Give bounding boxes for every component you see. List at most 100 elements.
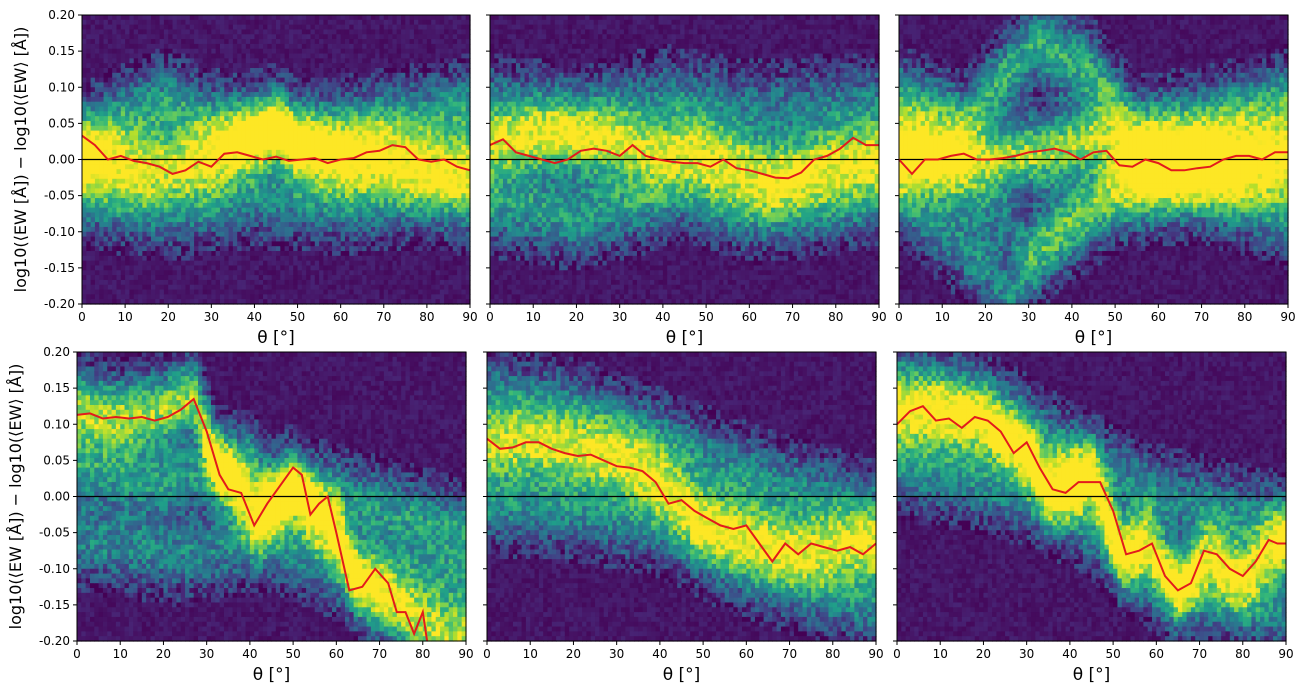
y-tick-label: -0.10: [44, 225, 75, 239]
x-tick-label: 70: [372, 647, 387, 661]
x-axis-label: θ [°]: [253, 665, 291, 684]
x-axis-label: θ [°]: [257, 328, 295, 348]
x-tick-label: 60: [333, 310, 348, 324]
x-tick-label: 80: [419, 310, 434, 324]
x-tick-label: 0: [893, 647, 901, 661]
y-tick-label: 0.15: [48, 44, 75, 58]
heatmap-cells: [82, 15, 471, 305]
y-tick-label: 0.15: [43, 381, 70, 395]
x-tick-label: 20: [161, 310, 176, 324]
y-tick-label: -0.20: [44, 297, 75, 311]
x-tick-label: 30: [204, 310, 219, 324]
median-line: [76, 397, 429, 642]
panel-bottom-right: 0 10 20 30 40 50 60 70 80 90 θ [°]: [893, 351, 1294, 684]
x-axis-label: θ [°]: [1073, 665, 1111, 684]
x-tick-label: 30: [609, 647, 624, 661]
x-tick-label: 90: [462, 310, 477, 324]
y-tick-label: 0.00: [43, 490, 70, 504]
x-tick-label: 80: [1237, 310, 1252, 324]
x-tick-label: 60: [329, 647, 344, 661]
x-tick-label: 40: [247, 310, 262, 324]
y-axis-label: log10(⟨EW [Å]) − log10(⟨EW⟩ [Å]): [11, 27, 30, 293]
x-tick-label: 80: [825, 647, 840, 661]
x-tick-label: 50: [290, 310, 305, 324]
heatmap-cells: [899, 15, 1289, 305]
x-tick-label: 80: [1235, 647, 1250, 661]
x-tick-label: 30: [612, 310, 627, 324]
x-tick-label: 0: [483, 647, 491, 661]
x-tick-label: 70: [785, 310, 800, 324]
x-tick-label: 0: [78, 310, 86, 324]
x-tick-label: 50: [1107, 310, 1122, 324]
y-tick-label: -0.15: [39, 598, 70, 612]
y-tick-label: 0.05: [48, 116, 75, 130]
x-tick-label: 50: [695, 647, 710, 661]
panel-bottom-middle: 0 10 20 30 40 50 60 70 80 90 θ [°]: [483, 351, 884, 684]
x-tick-label: 90: [1280, 310, 1295, 324]
y-tick-label: 0.20: [43, 345, 70, 359]
x-tick-label: 20: [569, 310, 584, 324]
x-tick-label: 60: [739, 647, 754, 661]
median-line: [81, 134, 471, 175]
y-tick-label: -0.10: [39, 562, 70, 576]
x-tick-label: 40: [655, 310, 670, 324]
x-tick-label: 70: [376, 310, 391, 324]
x-tick-label: 0: [895, 310, 903, 324]
y-tick-label: 0.20: [48, 8, 75, 22]
median-line: [898, 147, 1288, 176]
y-tick-label: 0.10: [43, 417, 70, 431]
x-tick-label: 80: [828, 310, 843, 324]
x-tick-label: 80: [415, 647, 430, 661]
heatmap-cells: [77, 352, 467, 642]
heatmap-cells: [897, 352, 1287, 642]
x-tick-label: 30: [1021, 310, 1036, 324]
y-tick-label: -0.05: [44, 189, 75, 203]
panel-top-middle: 0 10 20 30 40 50 60 70 80 90 θ [°]: [486, 14, 887, 348]
y-tick-label: -0.15: [44, 261, 75, 275]
heatmap-cells: [487, 352, 877, 642]
x-tick-label: 90: [1278, 647, 1293, 661]
panel-bottom-left: 0 10 20 30 40 50 60 70 80 90 -0.20 -0.15 -0.10 -0.05 0…: [6, 345, 474, 684]
x-tick-label: 10: [933, 647, 948, 661]
median-line: [896, 405, 1286, 592]
x-tick-label: 0: [486, 310, 494, 324]
x-axis-label: θ [°]: [663, 665, 701, 684]
x-tick-label: 10: [117, 310, 132, 324]
y-tick-label: 0.00: [48, 153, 75, 167]
x-tick-label: 90: [871, 310, 886, 324]
x-tick-label: 50: [285, 647, 300, 661]
x-tick-label: 60: [1149, 647, 1164, 661]
x-tick-label: 20: [156, 647, 171, 661]
x-tick-label: 90: [458, 647, 473, 661]
x-tick-label: 60: [1151, 310, 1166, 324]
panel-top-left: 0 10 20 30 40 50 60 70 80 90 -0.20 -0.15 -0.10 -0.05 0…: [11, 8, 478, 348]
y-axis-label: log10(⟨EW [Å]) − log10(⟨EW⟩ [Å]): [6, 364, 25, 630]
x-tick-label: 40: [1064, 310, 1079, 324]
y-tick-label: -0.05: [39, 526, 70, 540]
x-tick-label: 10: [935, 310, 950, 324]
x-tick-label: 0: [73, 647, 81, 661]
x-tick-label: 40: [652, 647, 667, 661]
y-tick-label: -0.20: [39, 634, 70, 648]
y-tick-label: 0.05: [43, 453, 70, 467]
x-tick-label: 20: [978, 310, 993, 324]
x-tick-label: 70: [782, 647, 797, 661]
x-axis-label: θ [°]: [666, 328, 704, 348]
x-tick-label: 50: [698, 310, 713, 324]
x-tick-label: 30: [199, 647, 214, 661]
panel-top-right: 0 10 20 30 40 50 60 70 80 90 θ [°]: [895, 14, 1296, 348]
x-tick-label: 20: [566, 647, 581, 661]
x-tick-label: 30: [1019, 647, 1034, 661]
x-tick-label: 50: [1105, 647, 1120, 661]
x-tick-label: 60: [742, 310, 757, 324]
y-tick-label: 0.10: [48, 80, 75, 94]
x-tick-label: 70: [1194, 310, 1209, 324]
x-axis-label: θ [°]: [1075, 328, 1113, 348]
x-tick-label: 90: [868, 647, 883, 661]
median-line: [489, 136, 879, 180]
x-tick-label: 10: [113, 647, 128, 661]
x-tick-label: 40: [1062, 647, 1077, 661]
median-line: [486, 437, 877, 564]
x-tick-label: 40: [242, 647, 257, 661]
x-tick-label: 20: [976, 647, 991, 661]
